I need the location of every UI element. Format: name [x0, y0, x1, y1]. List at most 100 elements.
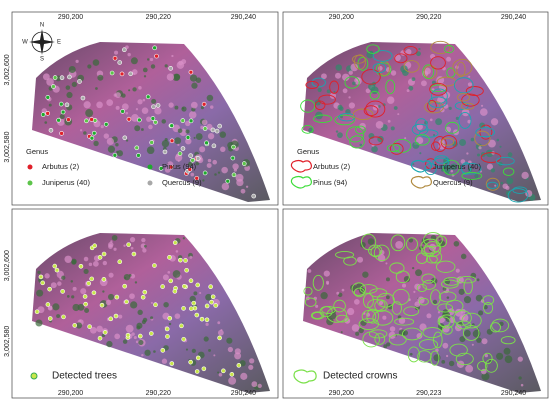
orthophoto-area — [303, 42, 541, 202]
vegetation — [174, 105, 179, 110]
tree-crown — [428, 96, 448, 108]
tree-point — [153, 302, 158, 308]
vegetation — [351, 324, 360, 332]
vegetation — [227, 346, 234, 353]
vegetation — [52, 303, 60, 311]
tree-crown — [455, 352, 474, 366]
tree-point — [58, 101, 64, 107]
tree-point — [164, 326, 170, 332]
tree-point — [113, 313, 119, 319]
vegetation — [413, 290, 416, 293]
tree-crown — [370, 246, 381, 258]
tree-crown — [422, 327, 443, 339]
tree-crown — [485, 177, 500, 191]
tree-crown — [457, 275, 477, 284]
legend-symbol — [293, 369, 317, 384]
vegetation — [455, 116, 460, 120]
vegetation — [210, 105, 214, 109]
vegetation — [403, 276, 411, 283]
vegetation — [189, 295, 196, 303]
vegetation — [378, 300, 384, 305]
tree-point — [82, 294, 88, 299]
legend-label: Arbutus (2) — [42, 162, 80, 171]
vegetation — [334, 72, 342, 79]
legend-label: Juniperus (40) — [433, 162, 481, 171]
vegetation — [75, 59, 79, 63]
vegetation — [148, 124, 153, 130]
vegetation — [441, 360, 446, 364]
tree-point — [103, 121, 109, 127]
tree-crown — [406, 237, 419, 251]
vegetation — [131, 332, 135, 336]
vegetation — [389, 326, 396, 332]
vegetation — [79, 319, 82, 322]
vegetation — [207, 132, 215, 140]
tree-crown — [414, 134, 430, 146]
vegetation — [72, 303, 80, 312]
vegetation — [340, 331, 343, 334]
vegetation — [56, 314, 61, 319]
tree-point — [210, 127, 216, 133]
tree-point — [236, 363, 242, 368]
vegetation — [506, 177, 514, 185]
vegetation — [486, 328, 493, 335]
tree-point — [61, 314, 66, 320]
tree-crown — [474, 130, 491, 147]
vegetation — [219, 131, 227, 138]
vegetation — [44, 273, 50, 279]
tree-point — [145, 94, 151, 100]
vegetation — [385, 277, 390, 282]
tree-crown — [368, 329, 388, 339]
vegetation — [146, 58, 150, 61]
vegetation — [419, 152, 422, 155]
tree-point — [184, 267, 189, 273]
vegetation — [234, 348, 241, 355]
vegetation — [130, 246, 134, 250]
tree-crown — [303, 286, 313, 296]
vegetation — [150, 64, 156, 69]
vegetation — [474, 174, 479, 179]
vegetation — [371, 145, 378, 153]
tree-point — [136, 153, 141, 158]
vegetation — [393, 106, 398, 110]
vegetation — [397, 113, 400, 116]
vegetation — [411, 77, 416, 82]
vegetation — [96, 101, 103, 109]
vegetation — [77, 303, 85, 311]
vegetation — [365, 88, 371, 94]
tree-crown — [437, 303, 454, 313]
vegetation — [342, 88, 348, 94]
tree-point — [168, 278, 174, 284]
vegetation — [208, 348, 211, 352]
vegetation — [386, 342, 391, 347]
tree-crown — [432, 157, 450, 168]
tree-point — [204, 303, 210, 309]
vegetation — [206, 123, 213, 130]
vegetation — [518, 376, 522, 380]
vegetation — [48, 103, 52, 107]
vegetation — [101, 333, 106, 338]
tree-point — [59, 75, 65, 81]
vegetation — [106, 99, 114, 107]
tree-point — [188, 153, 193, 158]
vegetation — [185, 120, 191, 127]
tree-point — [149, 140, 154, 145]
vegetation — [414, 301, 421, 308]
vegetation — [130, 273, 136, 279]
tree-crown — [421, 273, 436, 284]
vegetation — [92, 260, 99, 267]
vegetation — [390, 70, 397, 76]
vegetation — [220, 146, 226, 153]
vegetation — [125, 324, 134, 333]
x-coordinate-label: 290,200 — [58, 390, 83, 397]
vegetation — [140, 128, 144, 131]
tree-point — [109, 70, 115, 76]
vegetation — [206, 163, 212, 169]
vegetation — [416, 51, 421, 57]
tree-crown — [445, 121, 460, 134]
vegetation — [173, 73, 181, 81]
tree-point — [126, 116, 132, 122]
tree-point — [72, 323, 78, 328]
x-coordinate-label: 290,240 — [501, 14, 526, 21]
tree-crown — [376, 292, 395, 308]
